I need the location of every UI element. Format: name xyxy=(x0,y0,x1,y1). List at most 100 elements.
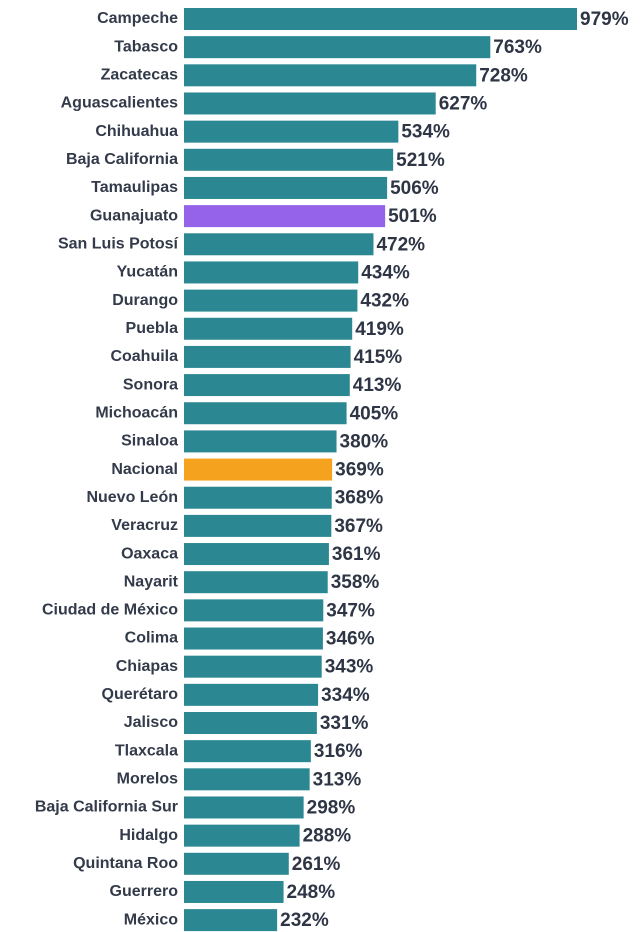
value-label: 415% xyxy=(354,347,403,368)
category-label: Nacional xyxy=(111,461,178,478)
category-label: Durango xyxy=(112,292,178,309)
value-label: 343% xyxy=(325,657,374,678)
bar xyxy=(184,261,359,284)
value-label: 380% xyxy=(340,431,389,452)
value-label: 313% xyxy=(313,769,362,790)
category-label: Nuevo León xyxy=(86,489,178,506)
bar xyxy=(184,176,388,199)
category-label: Veracruz xyxy=(111,517,178,534)
category-label: Tlaxcala xyxy=(115,742,178,759)
value-label: 316% xyxy=(314,741,363,762)
value-label: 361% xyxy=(332,544,381,565)
bar xyxy=(184,374,350,397)
category-label: Jalisco xyxy=(124,714,178,731)
bar xyxy=(184,768,310,791)
bar xyxy=(184,543,329,566)
bar xyxy=(184,683,319,706)
value-label: 979% xyxy=(580,9,629,30)
value-label: 367% xyxy=(334,516,383,537)
value-label: 534% xyxy=(401,122,450,143)
value-label: 334% xyxy=(321,685,370,706)
bar xyxy=(184,740,311,763)
category-label: Coahuila xyxy=(110,348,178,365)
bar xyxy=(184,627,323,650)
bar xyxy=(184,120,399,143)
bar xyxy=(184,430,337,453)
value-label: 232% xyxy=(280,910,329,931)
value-label: 298% xyxy=(307,797,356,818)
bar xyxy=(184,796,304,819)
category-label: Colima xyxy=(125,630,178,647)
bar xyxy=(184,345,351,368)
category-label: Baja California Sur xyxy=(35,799,178,816)
value-label: 419% xyxy=(355,319,404,340)
value-label: 472% xyxy=(376,234,425,255)
value-label: 347% xyxy=(326,600,375,621)
bar xyxy=(184,599,324,622)
category-label: Nayarit xyxy=(124,573,179,590)
category-label: Chiapas xyxy=(116,658,178,675)
bar xyxy=(184,36,491,59)
value-label: 369% xyxy=(335,460,384,481)
value-label: 763% xyxy=(493,37,542,58)
value-label: 521% xyxy=(396,150,445,171)
bar xyxy=(184,909,278,932)
bar xyxy=(184,148,394,171)
category-label: Sonora xyxy=(123,376,178,393)
bar xyxy=(184,655,322,678)
value-label: 413% xyxy=(353,375,402,396)
value-label: 501% xyxy=(388,206,437,227)
category-label: Michoacán xyxy=(95,404,178,421)
category-label: México xyxy=(124,911,178,928)
bar xyxy=(184,8,577,30)
value-label: 728% xyxy=(479,65,528,86)
category-label: San Luis Potosí xyxy=(58,235,179,252)
category-label: Hidalgo xyxy=(119,827,178,844)
value-label: 434% xyxy=(361,262,410,283)
value-label: 358% xyxy=(331,572,380,593)
bar xyxy=(184,852,289,875)
category-label: Sinaloa xyxy=(121,433,178,450)
bar xyxy=(184,486,332,509)
value-label: 506% xyxy=(390,178,439,199)
bar xyxy=(184,233,374,256)
bar xyxy=(184,712,317,734)
bar xyxy=(184,289,358,312)
value-label: 368% xyxy=(335,488,384,509)
value-label: 432% xyxy=(360,291,409,312)
category-label: Guerrero xyxy=(110,883,179,900)
value-label: 627% xyxy=(439,93,488,114)
category-label: Oaxaca xyxy=(121,545,178,562)
category-label: Quintana Roo xyxy=(73,855,178,872)
value-label: 346% xyxy=(326,629,375,650)
category-label: Tabasco xyxy=(114,38,178,55)
category-label: Chihuahua xyxy=(95,123,178,140)
category-label: Querétaro xyxy=(102,686,179,703)
bar xyxy=(184,880,284,903)
bar xyxy=(184,571,328,594)
bar xyxy=(184,205,386,228)
bar xyxy=(184,317,353,340)
value-label: 261% xyxy=(292,854,341,875)
value-label: 405% xyxy=(350,403,399,424)
value-label: 288% xyxy=(303,826,352,847)
category-label: Yucatán xyxy=(117,264,178,281)
category-label: Baja California xyxy=(66,151,178,168)
category-label: Tamaulipas xyxy=(91,179,178,196)
category-label: Campeche xyxy=(97,10,178,27)
category-label: Puebla xyxy=(126,320,179,337)
category-label: Ciudad de México xyxy=(42,602,178,619)
category-label: Guanajuato xyxy=(90,207,178,224)
bar xyxy=(184,92,436,115)
bar xyxy=(184,402,347,425)
bar xyxy=(184,514,332,537)
bar xyxy=(184,64,477,87)
value-label: 331% xyxy=(320,713,369,734)
category-label: Aguascalientes xyxy=(61,95,178,112)
bar xyxy=(184,824,300,847)
value-label: 248% xyxy=(287,882,336,903)
category-label: Zacatecas xyxy=(101,67,178,84)
category-label: Morelos xyxy=(117,771,178,788)
bar xyxy=(184,458,333,481)
